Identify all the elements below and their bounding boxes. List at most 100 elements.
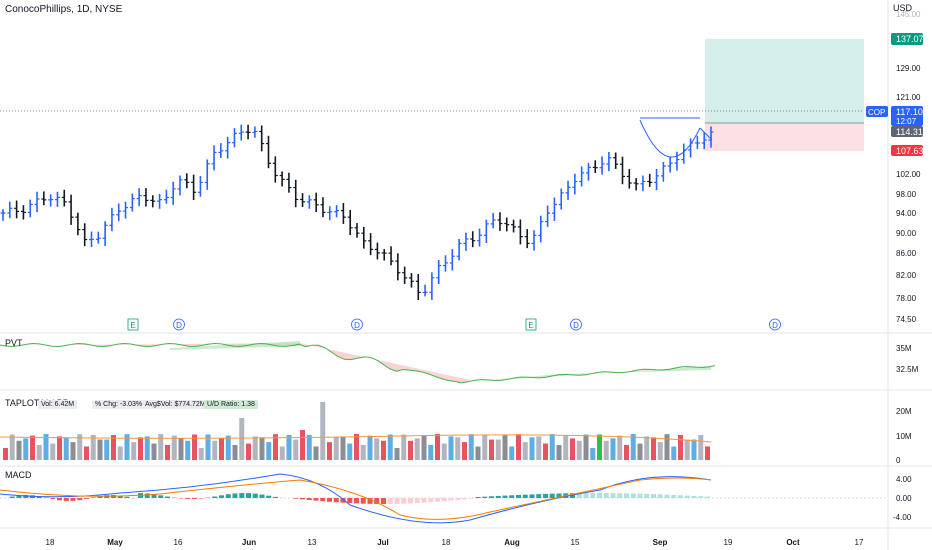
- time-tick: 16: [174, 538, 183, 547]
- volume-bar: [70, 442, 76, 460]
- price-bar: [0, 209, 6, 221]
- macd-histogram-bar: [651, 494, 656, 498]
- volume-bars: [0, 402, 712, 460]
- price-bar: [238, 124, 244, 141]
- macd-tick-1: 4.00: [896, 475, 912, 484]
- price-tick: 145.00: [896, 10, 921, 19]
- volume-bar: [549, 434, 555, 460]
- target-zone: [705, 39, 864, 123]
- volume-bar: [360, 445, 366, 460]
- price-bar: [606, 151, 612, 172]
- volume-bar: [563, 435, 569, 460]
- volume-bar: [84, 446, 89, 460]
- dividend-marker[interactable]: D: [351, 318, 363, 331]
- macd-histogram-bar: [664, 494, 670, 498]
- price-bar: [361, 227, 367, 249]
- volume-bar: [475, 446, 481, 460]
- macd-histogram-bar: [185, 498, 191, 499]
- macd-histogram-bar: [684, 495, 690, 498]
- volume-bar: [502, 435, 508, 460]
- macd-histogram-bar: [529, 494, 535, 498]
- volume-bar: [219, 438, 224, 460]
- time-tick: 17: [855, 538, 864, 547]
- macd-histogram-bar: [219, 495, 224, 498]
- price-bar: [599, 156, 605, 175]
- macd-histogram-bar: [441, 498, 447, 502]
- volume-bar: [576, 440, 582, 460]
- price-bar: [395, 253, 401, 281]
- volume-bar: [678, 434, 683, 460]
- price-tick: 102.00: [896, 170, 921, 179]
- volume-bar: [536, 436, 542, 460]
- volume-bar: [246, 443, 251, 460]
- price-bar: [48, 194, 54, 207]
- macd-histogram-bar: [165, 496, 170, 498]
- macd-histogram-bar: [158, 495, 164, 498]
- macd-histogram-bar: [502, 495, 508, 498]
- price-bar: [293, 179, 299, 208]
- price-bar: [170, 181, 176, 205]
- price-bar: [286, 172, 292, 193]
- dividend-marker[interactable]: D: [173, 318, 185, 331]
- price-bar: [545, 205, 551, 227]
- time-tick: 15: [571, 538, 580, 547]
- time-tick: Aug: [504, 538, 520, 547]
- time-tick: 13: [308, 538, 317, 547]
- macd-histogram-bar: [414, 498, 420, 504]
- volume-bar: [259, 437, 265, 460]
- price-bar: [381, 248, 387, 261]
- price-bar: [422, 284, 428, 297]
- macd-histogram-bar: [536, 494, 542, 498]
- macd-label[interactable]: MACD: [5, 470, 32, 480]
- price-bar: [517, 219, 523, 245]
- earnings-marker[interactable]: E: [525, 318, 537, 331]
- price-bar: [340, 203, 346, 224]
- price-tick: 129.00: [896, 64, 921, 73]
- time-tick: Oct: [786, 538, 800, 547]
- price-bar: [75, 212, 81, 236]
- pvt-tick-1: 35M: [896, 344, 912, 353]
- pvt-label[interactable]: PVT: [5, 338, 23, 348]
- svg-text:D: D: [772, 321, 778, 330]
- macd-histogram-bar: [333, 498, 339, 503]
- price-bar: [61, 189, 67, 207]
- avgvol-stat: Avg$Vol: $774.72M: [142, 400, 209, 409]
- volume-bar: [313, 446, 319, 460]
- macd-histogram-bar: [97, 496, 103, 498]
- price-bar: [660, 161, 666, 182]
- macd-histogram-bar: [313, 498, 319, 501]
- price-bar: [245, 124, 251, 140]
- price-bar: [538, 215, 544, 243]
- volume-bar: [354, 434, 359, 460]
- volume-bar: [293, 439, 299, 460]
- earnings-marker[interactable]: E: [127, 318, 139, 331]
- macd-histogram-bar: [428, 498, 434, 503]
- volume-bar: [347, 443, 353, 460]
- price-bar: [511, 219, 517, 233]
- price-bar: [688, 138, 694, 158]
- macd-histogram-bar: [246, 493, 251, 498]
- volume-bar: [468, 434, 474, 460]
- price-bar: [620, 156, 625, 185]
- price-tick: 121.00: [896, 93, 921, 102]
- volume-bar: [556, 445, 562, 460]
- volume-bar: [630, 434, 636, 460]
- macd-histogram-bar: [475, 497, 481, 498]
- macd-histogram-bar: [266, 495, 272, 498]
- volume-bar: [543, 443, 548, 460]
- macd-histogram-bar: [617, 493, 623, 498]
- time-tick: Sep: [653, 538, 668, 547]
- price-bar: [558, 188, 564, 210]
- price-bar: [34, 191, 40, 213]
- volume-bar: [583, 434, 589, 460]
- macd-histogram-bar: [624, 493, 629, 498]
- price-bar: [7, 201, 13, 219]
- volume-bar: [171, 435, 177, 460]
- volume-bar: [651, 437, 656, 460]
- dividend-marker[interactable]: D: [570, 318, 582, 331]
- price-bar: [449, 249, 455, 271]
- dividend-marker[interactable]: D: [769, 318, 781, 331]
- entry-price-badge: 114.31: [896, 127, 923, 137]
